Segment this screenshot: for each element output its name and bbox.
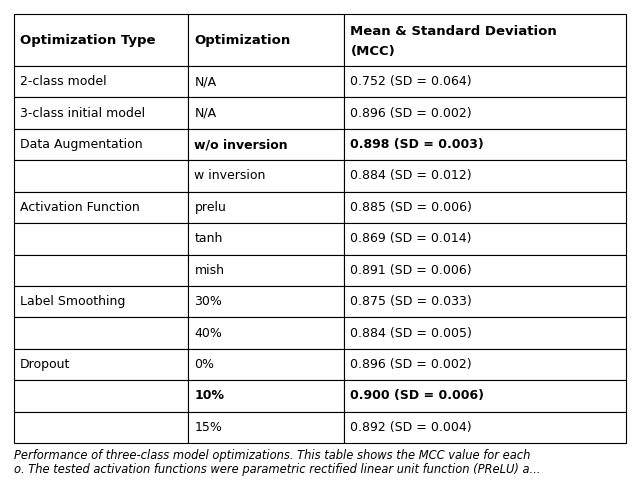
Bar (14, 160, 188, 192)
Text: 0.896 (SD = 0.002): 0.896 (SD = 0.002) (351, 107, 472, 120)
Bar (14, 412, 188, 443)
Text: 0.884 (SD = 0.012): 0.884 (SD = 0.012) (351, 170, 472, 183)
Bar (188, 412, 344, 443)
Text: 3-class initial model: 3-class initial model (20, 107, 145, 120)
Bar (344, 192, 626, 223)
Bar (14, 286, 188, 317)
Bar (188, 66, 344, 97)
Text: 0.896 (SD = 0.002): 0.896 (SD = 0.002) (351, 358, 472, 371)
Bar (14, 97, 188, 129)
Text: 10%: 10% (195, 389, 225, 402)
Bar (14, 129, 188, 160)
Bar (188, 223, 344, 254)
Bar (344, 66, 626, 97)
Bar (188, 97, 344, 129)
Text: o. The tested activation functions were parametric rectified linear unit functio: o. The tested activation functions were … (14, 463, 540, 476)
Text: 0.884 (SD = 0.005): 0.884 (SD = 0.005) (351, 326, 472, 339)
Text: 0.869 (SD = 0.014): 0.869 (SD = 0.014) (351, 233, 472, 246)
Text: Dropout: Dropout (20, 358, 70, 371)
Text: 0.885 (SD = 0.006): 0.885 (SD = 0.006) (351, 201, 472, 214)
Bar (344, 380, 626, 412)
Text: 0.892 (SD = 0.004): 0.892 (SD = 0.004) (351, 421, 472, 434)
Text: 15%: 15% (195, 421, 222, 434)
Text: 0.875 (SD = 0.033): 0.875 (SD = 0.033) (351, 295, 472, 308)
Text: N/A: N/A (195, 75, 216, 88)
Text: Data Augmentation: Data Augmentation (20, 138, 143, 151)
Text: (MCC): (MCC) (351, 44, 396, 57)
Bar (344, 254, 626, 286)
Text: w inversion: w inversion (195, 170, 266, 183)
Bar (14, 317, 188, 349)
Text: 0.752 (SD = 0.064): 0.752 (SD = 0.064) (351, 75, 472, 88)
Text: Activation Function: Activation Function (20, 201, 140, 214)
Bar (14, 254, 188, 286)
Text: mish: mish (195, 263, 225, 277)
Text: Mean & Standard Deviation: Mean & Standard Deviation (351, 24, 557, 37)
Bar (344, 286, 626, 317)
Text: prelu: prelu (195, 201, 227, 214)
Text: 0.891 (SD = 0.006): 0.891 (SD = 0.006) (351, 263, 472, 277)
Bar (14, 223, 188, 254)
Bar (14, 349, 188, 380)
Text: 0.898 (SD = 0.003): 0.898 (SD = 0.003) (351, 138, 484, 151)
Bar (188, 192, 344, 223)
Text: tanh: tanh (195, 233, 223, 246)
Bar (188, 160, 344, 192)
Bar (344, 129, 626, 160)
Bar (344, 412, 626, 443)
Bar (188, 129, 344, 160)
Text: 40%: 40% (195, 326, 222, 339)
Bar (188, 380, 344, 412)
Bar (188, 254, 344, 286)
Bar (188, 14, 344, 66)
Bar (188, 349, 344, 380)
Bar (344, 317, 626, 349)
Bar (344, 97, 626, 129)
Text: 0.900 (SD = 0.006): 0.900 (SD = 0.006) (351, 389, 484, 402)
Bar (14, 14, 188, 66)
Bar (344, 160, 626, 192)
Text: Performance of three-class model optimizations. This table shows the MCC value f: Performance of three-class model optimiz… (14, 449, 531, 462)
Bar (344, 14, 626, 66)
Bar (188, 286, 344, 317)
Bar (344, 223, 626, 254)
Bar (188, 317, 344, 349)
Text: w/o inversion: w/o inversion (195, 138, 288, 151)
Text: Optimization: Optimization (195, 33, 291, 46)
Text: 30%: 30% (195, 295, 222, 308)
Text: 2-class model: 2-class model (20, 75, 107, 88)
Bar (14, 192, 188, 223)
Text: Optimization Type: Optimization Type (20, 33, 156, 46)
Bar (14, 380, 188, 412)
Text: Label Smoothing: Label Smoothing (20, 295, 125, 308)
Bar (14, 66, 188, 97)
Bar (344, 349, 626, 380)
Text: N/A: N/A (195, 107, 216, 120)
Text: 0%: 0% (195, 358, 214, 371)
